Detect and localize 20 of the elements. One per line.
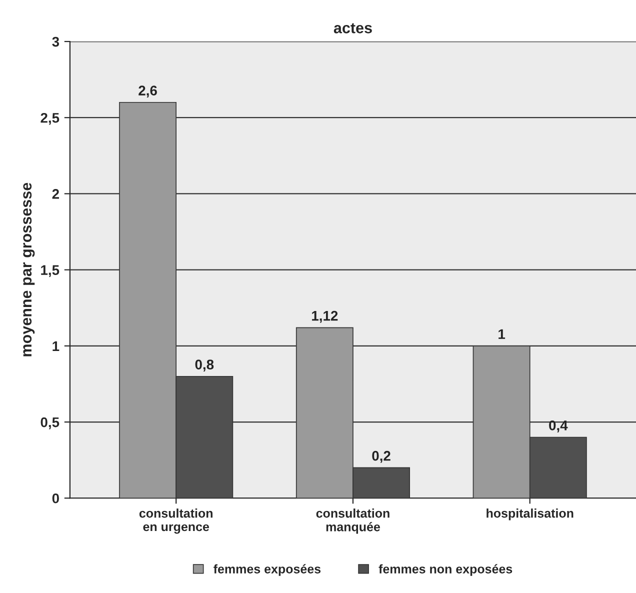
y-tick-label: 1,5 [41,265,60,277]
chart-title: actes [334,23,372,34]
x-tick-label: consultation en urgence [139,508,212,534]
data-label: 0,2 [372,450,390,463]
y-tick-label: 3 [52,36,60,47]
data-label: 1,12 [312,310,338,323]
y-tick-label: 0 [52,493,59,504]
y-tick-label: 0,5 [40,417,60,430]
y-tick-label: 2,5 [40,112,60,125]
x-tick-label: consultation manquée [316,508,390,534]
legend-label: femmes non exposées [378,564,512,576]
y-tick-label: 1 [52,341,60,351]
data-label: 1 [498,329,506,339]
x-tick-label: hospitalisation [486,508,574,520]
data-label: 2,6 [138,86,157,98]
y-axis-title: moyenne par grossesse [23,182,35,356]
y-tick-label: 2 [52,189,59,199]
data-label: 0,4 [549,420,568,432]
legend-label: femmes exposées [214,564,321,576]
data-label: 0,8 [195,360,214,372]
